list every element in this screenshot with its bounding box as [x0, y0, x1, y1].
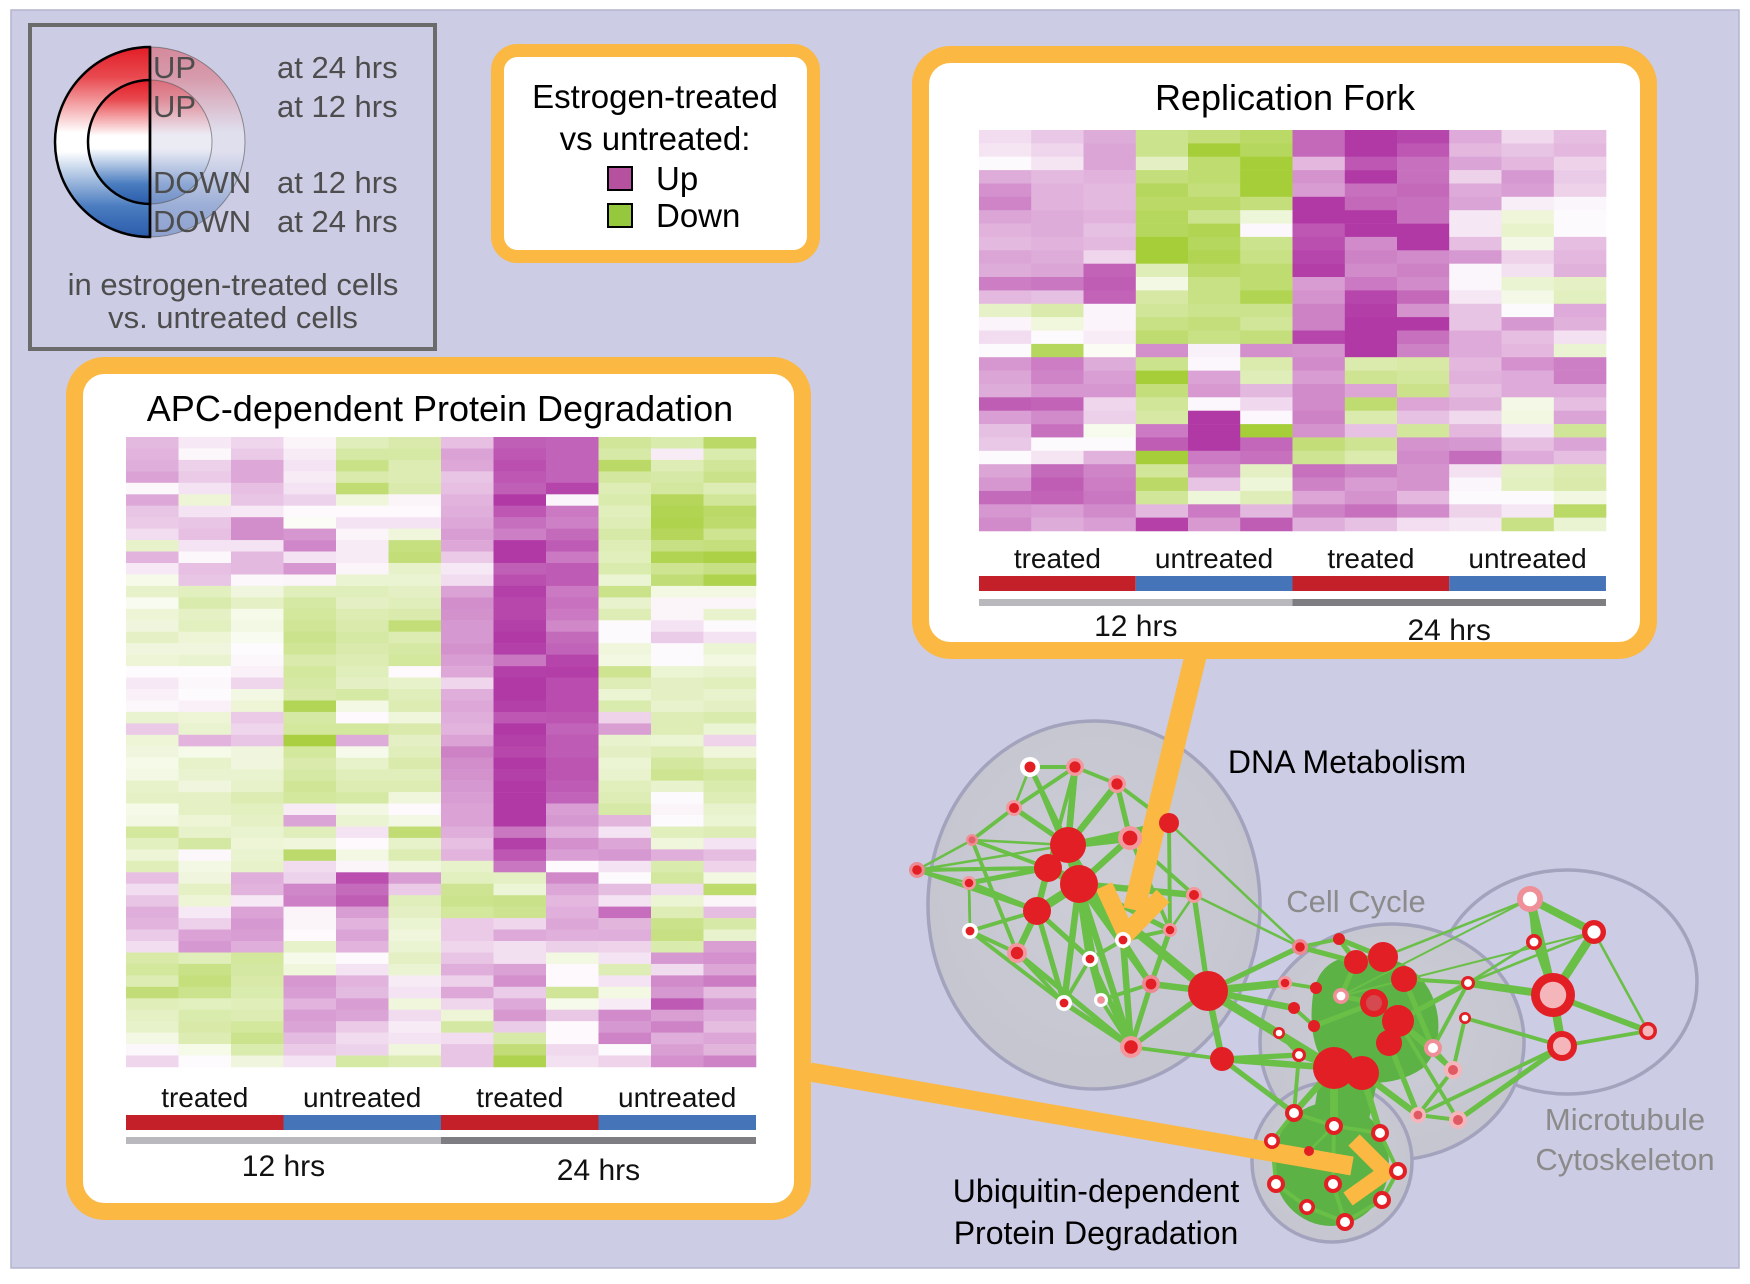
svg-text:UP: UP — [153, 89, 196, 124]
svg-text:in estrogen-treated cells: in estrogen-treated cells — [68, 267, 399, 302]
svg-text:vs. untreated cells: vs. untreated cells — [108, 300, 358, 335]
svg-text:at 24 hrs: at 24 hrs — [277, 204, 398, 239]
svg-text:treated: treated — [476, 1082, 563, 1113]
svg-text:Estrogen-treated: Estrogen-treated — [532, 78, 778, 115]
svg-text:untreated: untreated — [618, 1082, 736, 1113]
svg-text:treated: treated — [161, 1082, 248, 1113]
svg-text:12 hrs: 12 hrs — [1094, 610, 1177, 643]
svg-text:Up: Up — [656, 160, 698, 197]
svg-text:DOWN: DOWN — [153, 204, 251, 239]
svg-text:Cytoskeleton: Cytoskeleton — [1535, 1142, 1714, 1177]
svg-text:APC-dependent Protein Degradat: APC-dependent Protein Degradation — [147, 388, 733, 429]
svg-text:treated: treated — [1327, 543, 1414, 574]
svg-text:treated: treated — [1014, 543, 1101, 574]
svg-text:DOWN: DOWN — [153, 165, 251, 200]
svg-text:Cell Cycle: Cell Cycle — [1286, 884, 1426, 919]
svg-text:UP: UP — [153, 50, 196, 85]
svg-text:Protein Degradation: Protein Degradation — [954, 1215, 1239, 1251]
svg-text:at 12 hrs: at 12 hrs — [277, 165, 398, 200]
svg-text:Ubiquitin-dependent: Ubiquitin-dependent — [953, 1173, 1240, 1209]
svg-text:Replication Fork: Replication Fork — [1155, 77, 1416, 118]
svg-text:vs untreated:: vs untreated: — [560, 120, 751, 157]
svg-text:DNA Metabolism: DNA Metabolism — [1228, 744, 1466, 780]
svg-text:24 hrs: 24 hrs — [557, 1154, 640, 1187]
svg-text:12 hrs: 12 hrs — [242, 1150, 325, 1183]
svg-text:24 hrs: 24 hrs — [1408, 614, 1491, 647]
svg-text:untreated: untreated — [303, 1082, 421, 1113]
svg-text:Microtubule: Microtubule — [1545, 1102, 1705, 1137]
svg-text:untreated: untreated — [1468, 543, 1586, 574]
svg-text:Down: Down — [656, 197, 740, 234]
svg-text:untreated: untreated — [1155, 543, 1273, 574]
svg-text:at 12 hrs: at 12 hrs — [277, 89, 398, 124]
svg-text:at 24 hrs: at 24 hrs — [277, 50, 398, 85]
